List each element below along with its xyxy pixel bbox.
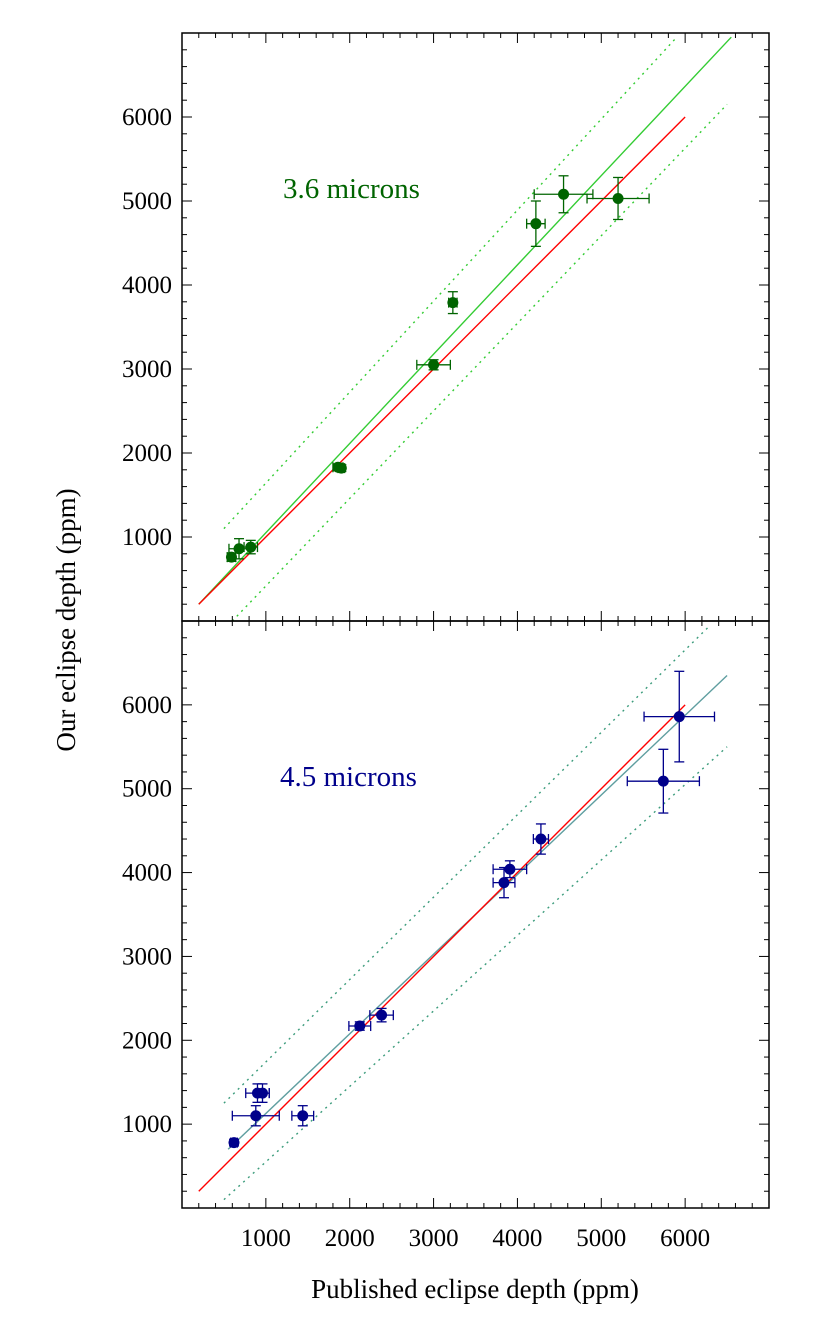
data-point bbox=[376, 1009, 388, 1021]
panel-4-5-microns: 4.5 microns bbox=[198, 624, 728, 1201]
y-axis-title: Our eclipse depth (ppm) bbox=[51, 488, 81, 751]
plot-frame bbox=[181, 620, 770, 1209]
data-point bbox=[558, 188, 570, 200]
data-point bbox=[335, 462, 347, 474]
data-point bbox=[257, 1087, 269, 1099]
x-tick-label: 5000 bbox=[576, 1225, 626, 1252]
data-point bbox=[504, 863, 516, 875]
panel-label-4-5-microns: 4.5 microns bbox=[280, 761, 417, 793]
data-point bbox=[233, 543, 245, 555]
y-tick-label: 6000 bbox=[122, 104, 172, 131]
data-point bbox=[673, 711, 685, 723]
data-point bbox=[250, 1110, 262, 1122]
y-tick-label: 5000 bbox=[122, 188, 172, 215]
y-tick-label: 2000 bbox=[122, 440, 172, 467]
fit-line bbox=[198, 36, 732, 605]
x-axis-title: Published eclipse depth (ppm) bbox=[311, 1274, 639, 1304]
y-tick-label: 2000 bbox=[122, 1027, 172, 1054]
upper-bound-dotted-line bbox=[223, 624, 711, 1104]
y-tick-label: 1000 bbox=[122, 1111, 172, 1138]
x-tick-label: 6000 bbox=[660, 1225, 710, 1252]
axes-frames bbox=[181, 32, 770, 1209]
panel-label-3-6-microns: 3.6 microns bbox=[283, 173, 420, 205]
lower-bound-dotted-line bbox=[223, 746, 728, 1201]
upper-bound-dotted-line bbox=[223, 36, 678, 530]
x-tick-label: 1000 bbox=[241, 1225, 291, 1252]
data-point bbox=[498, 877, 510, 889]
y-tick-label: 4000 bbox=[122, 272, 172, 299]
x-tick-label: 2000 bbox=[325, 1225, 375, 1252]
y-tick-label: 5000 bbox=[122, 776, 172, 803]
data-point bbox=[657, 775, 669, 787]
data-point bbox=[225, 551, 237, 563]
y-tick-label: 1000 bbox=[122, 524, 172, 551]
data-point bbox=[245, 541, 257, 553]
one-to-one-line bbox=[198, 704, 686, 1192]
data-point bbox=[447, 297, 459, 309]
data-point bbox=[428, 359, 440, 371]
axis-ticks bbox=[182, 33, 769, 1208]
data-point bbox=[297, 1110, 309, 1122]
x-tick-label: 4000 bbox=[492, 1225, 542, 1252]
y-tick-label: 4000 bbox=[122, 860, 172, 887]
data-point bbox=[535, 833, 547, 845]
x-tick-label: 3000 bbox=[409, 1225, 459, 1252]
data-point bbox=[228, 1137, 240, 1149]
y-tick-label: 3000 bbox=[122, 943, 172, 970]
y-tick-label: 3000 bbox=[122, 356, 172, 383]
lower-bound-dotted-line bbox=[231, 103, 728, 622]
tick-labels: 1000 2000 3000 4000 5000 6000 1000 2000 3000 4000… bbox=[122, 104, 710, 1252]
panel-3-6-microns: 3.6 microns bbox=[198, 36, 732, 622]
data-point bbox=[354, 1020, 366, 1032]
one-to-one-line bbox=[198, 116, 686, 605]
y-tick-label: 6000 bbox=[122, 692, 172, 719]
data-point bbox=[612, 192, 624, 204]
data-point bbox=[530, 218, 542, 230]
